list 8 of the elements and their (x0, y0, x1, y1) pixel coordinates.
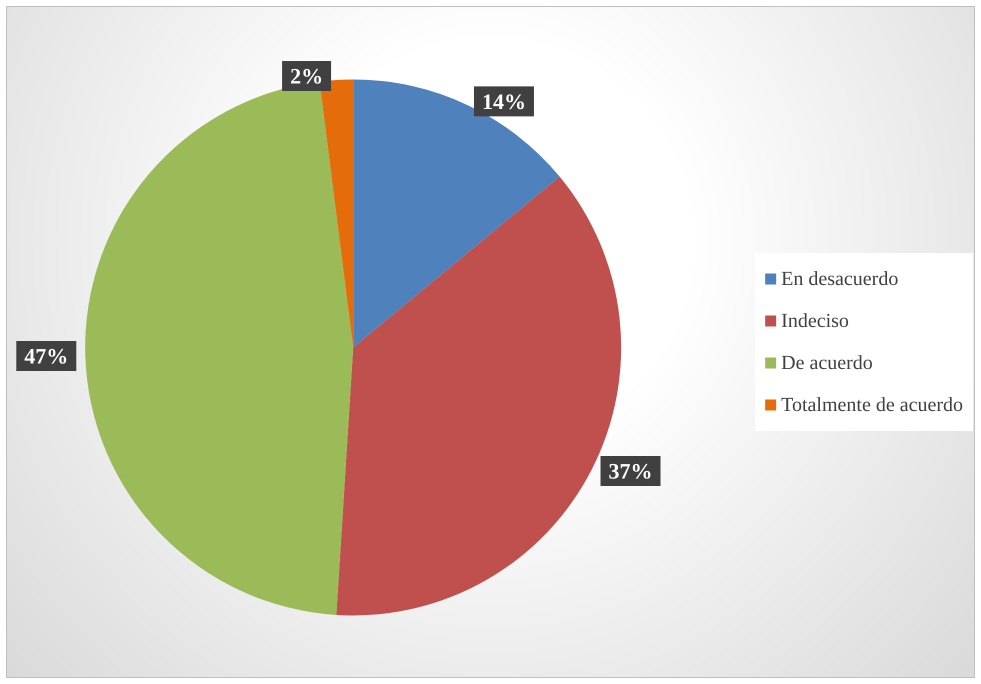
data-label: 37% (608, 458, 653, 484)
legend-label: De acuerdo (781, 352, 873, 374)
legend-label: Indeciso (781, 310, 849, 332)
legend-label: Totalmente de acuerdo (781, 394, 964, 416)
data-label: 47% (24, 344, 68, 369)
data-label: 14% (482, 88, 526, 114)
legend-label: En desacuerdo (781, 268, 898, 290)
data-label: 2% (290, 64, 324, 89)
